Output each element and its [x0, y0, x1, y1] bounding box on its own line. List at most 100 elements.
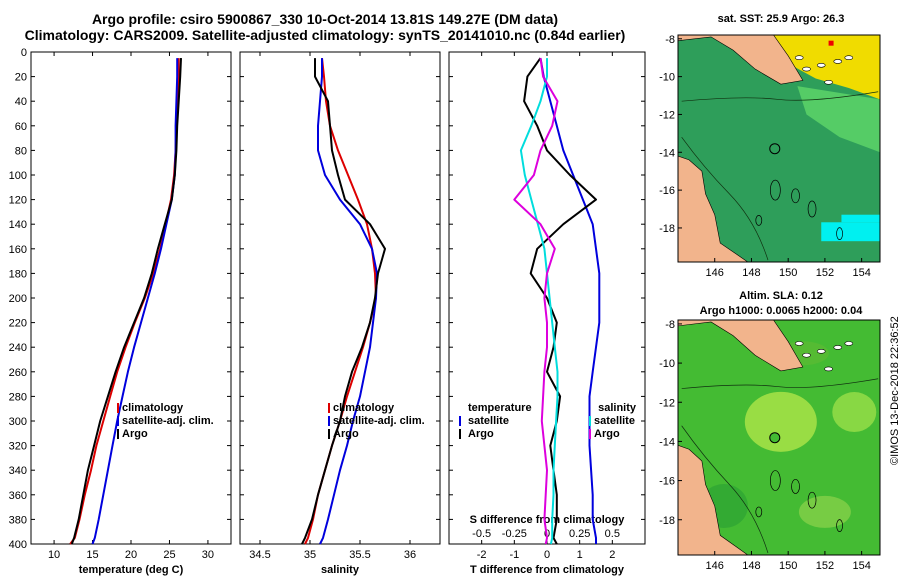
temperature-ytick-label: 300 — [9, 416, 27, 428]
sst-map-xtick-label: 152 — [816, 267, 834, 279]
temperature-ytick-label: 260 — [9, 367, 27, 379]
sst-map-xtick-label: 146 — [706, 267, 724, 279]
sst-cool-region — [841, 214, 880, 223]
sla-map-ytick-label: -18 — [659, 515, 675, 527]
salinity-line-argo — [301, 58, 386, 545]
temperature-xtick-label: 30 — [202, 549, 214, 561]
temperature-ytick-label: 380 — [9, 514, 27, 526]
salinity-legend-entry: climatology — [333, 402, 395, 414]
temperature-ytick-label: 180 — [9, 268, 27, 280]
differences-xtick-label: -2 — [477, 549, 487, 561]
temperature-ytick-label: 80 — [15, 145, 27, 157]
differences-xtick-label: -1 — [509, 549, 519, 561]
sst-map-contour — [681, 136, 769, 261]
sla-map-island — [802, 352, 811, 358]
salinity-panel: 34.5 35 35.5 36 salinity climatologysatellite… — [239, 51, 441, 576]
sst-map-reef — [769, 179, 781, 201]
sst-map-profile-marker — [769, 143, 781, 155]
sst-map-ytick-label: -12 — [659, 109, 675, 121]
temperature-panel: 0 20 40 60 80 100 120 140 160 180 200 220 240 260 280 3… — [9, 47, 232, 576]
difference-s-tick-label: 0.5 — [605, 528, 620, 540]
sla-map-ytick-label: -10 — [659, 358, 675, 370]
sla-map-ytick-label: -16 — [659, 476, 675, 488]
salinity-legend-entry: Argo — [333, 428, 359, 440]
sst-map-contour — [681, 91, 879, 102]
temperature-ytick-label: 320 — [9, 441, 27, 453]
sst-map-xtick-label: 148 — [742, 267, 760, 279]
difference-panel: -2 -1 0 1 2 T difference from climatology -0.5… — [448, 51, 646, 576]
sla-map-reef — [791, 479, 800, 494]
temperature-xtick-label: 25 — [163, 549, 175, 561]
sst-mid-region — [797, 86, 880, 153]
sst-map-island — [816, 62, 826, 68]
temperature-ytick-label: 340 — [9, 465, 27, 477]
figure-title-line2: Climatology: CARS2009. Satellite-adjuste… — [24, 27, 626, 43]
sst-map-frame — [677, 34, 881, 263]
sla-map-frame — [677, 319, 881, 556]
temperature-line-argo — [70, 58, 182, 545]
difference-s-tick-label: -0.25 — [502, 528, 527, 540]
sla-map-land-australia — [678, 445, 749, 555]
sla-map-ytick-label: -14 — [659, 436, 675, 448]
sla-map-xtick-label: 148 — [742, 560, 760, 572]
temperature-line-satellite — [91, 58, 179, 545]
salinity-xtick-label: 34.5 — [249, 549, 270, 561]
temperature-ytick-label: 40 — [15, 96, 27, 108]
difference-legend-s-entry: Argo — [594, 428, 620, 440]
sla-map-reef — [755, 506, 763, 518]
temperature-ytick-label: 20 — [15, 72, 27, 84]
temperature-ytick-label: 400 — [9, 539, 27, 551]
sla-map-xtick-label: 154 — [852, 560, 870, 572]
temperature-ytick-label: 100 — [9, 170, 27, 182]
sla-map-land-new-guinea — [678, 320, 804, 372]
salinity-xtick-label: 35 — [304, 549, 316, 561]
difference-line-satellite — [539, 57, 601, 544]
salinity-xtick-label: 35.5 — [349, 549, 370, 561]
sst-map-field — [678, 35, 880, 262]
sst-map-reef — [755, 215, 763, 226]
temperature-ytick-label: 60 — [15, 121, 27, 133]
differences-xtick-label: 1 — [577, 549, 583, 561]
sla-map-reef — [807, 491, 817, 509]
sst-map: 146 148 150 152 154 -8 -10 -12 -14 -16 -18 — [659, 34, 881, 279]
sst-map-island — [824, 79, 833, 85]
salinity-plot-area — [239, 51, 441, 545]
temperature-xtick-label: 20 — [125, 549, 137, 561]
salinity-line-satellite — [317, 58, 378, 545]
sst-map-island — [833, 59, 843, 64]
sst-map-xtick-label: 150 — [779, 267, 797, 279]
sla-map-xtick-label: 146 — [706, 560, 724, 572]
difference-line-s_sat — [519, 58, 559, 545]
temperature-ytick-label: 220 — [9, 318, 27, 330]
temperature-ytick-label: 280 — [9, 391, 27, 403]
sla-map-contour — [681, 425, 769, 554]
figure-title-line1: Argo profile: csiro 5900867_330 10-Oct-2… — [91, 11, 559, 27]
sst-map-island — [794, 55, 804, 61]
sst-map-xtick-label: 154 — [852, 267, 870, 279]
temperature-legend-entry: climatology — [122, 402, 184, 414]
sla-high-anomaly — [832, 392, 877, 433]
sla-map: 146 148 150 152 154 -8 -10 -12 -14 -16 -18 — [659, 319, 881, 572]
temperature-legend-entry: Argo — [122, 428, 148, 440]
difference-line-s_diff — [513, 57, 559, 545]
sst-cool-region — [821, 222, 880, 242]
temperature-ytick-label: 240 — [9, 342, 27, 354]
sst-map-land-australia — [678, 155, 749, 262]
sst-map-ytick-label: -16 — [659, 185, 675, 197]
salinity-xlabel: salinity — [321, 564, 360, 576]
sla-map-island — [816, 349, 826, 354]
sst-map-land-new-guinea — [678, 35, 804, 85]
sla-map-profile-marker — [769, 432, 781, 444]
sla-high-anomaly — [744, 391, 817, 452]
temperature-plot-area — [30, 51, 232, 545]
sst-map-island — [802, 66, 811, 72]
sla-map-xtick-label: 150 — [779, 560, 797, 572]
temperature-ytick-label: 200 — [9, 293, 27, 305]
sst-map-island — [844, 55, 854, 61]
temperature-legend-entry: satellite-adj. clim. — [122, 415, 214, 427]
temperature-ytick-label: 0 — [21, 47, 27, 59]
differences-xtick-label: 2 — [609, 549, 615, 561]
sla-map-island — [844, 341, 854, 346]
salinity-legend-entry: satellite-adj. clim. — [333, 415, 425, 427]
